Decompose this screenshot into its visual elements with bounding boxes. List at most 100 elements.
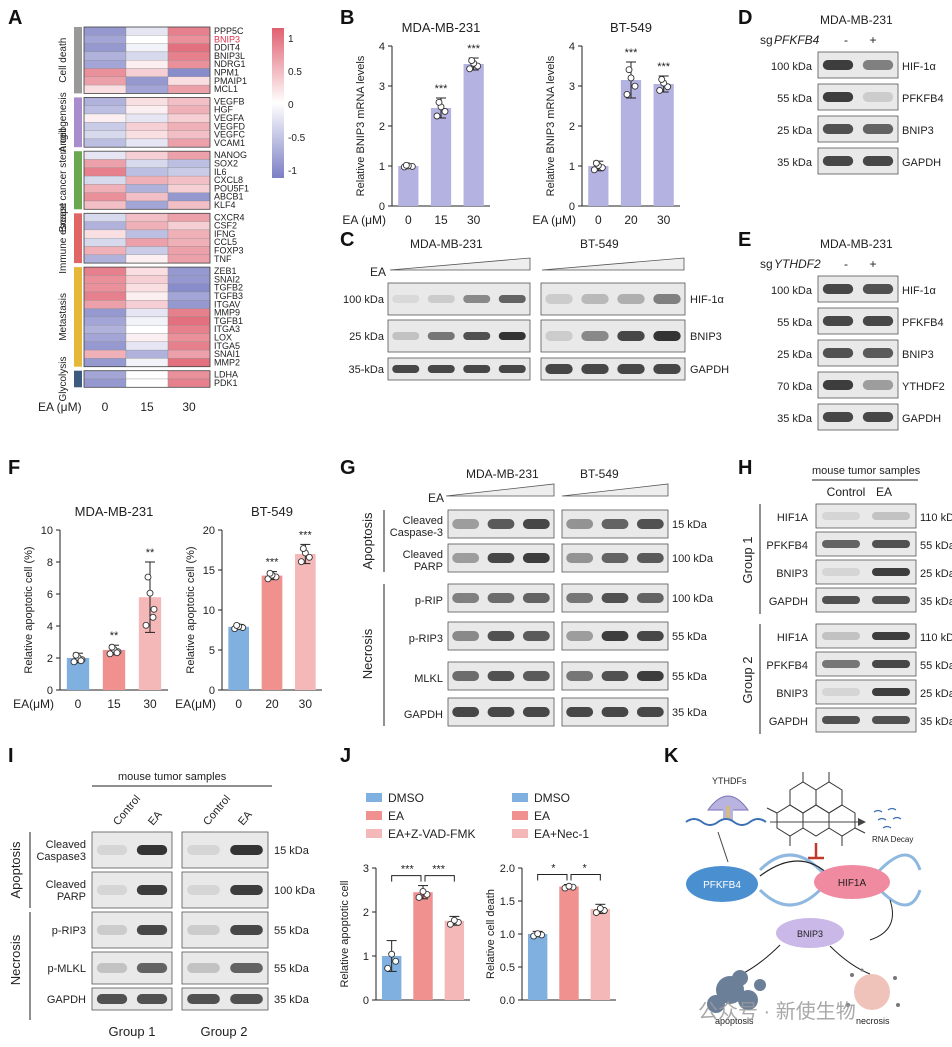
significance-label: ** [110, 630, 119, 642]
heatmap-cell [125, 175, 169, 185]
protein-label: Cleaved [403, 549, 443, 561]
heatmap-cell [125, 26, 169, 36]
blot-band [872, 688, 910, 696]
heatmap-cell [125, 76, 169, 86]
heatmap-gene-label: FOXP3 [214, 246, 244, 256]
protein-label: PFKFB4 [902, 93, 944, 105]
legend-swatch [512, 811, 528, 820]
apoptosis-mda-chart: 0 2 4 6 8 10 MDA-MB-231 Relative apoptotic cell… [13, 504, 168, 711]
cell-line-label: MDA-MB-231 [466, 467, 539, 481]
blot-band [566, 671, 594, 681]
heatmap-cell [125, 138, 169, 148]
dose-triangle [561, 483, 669, 497]
bnip3-apoptosis-arrow [739, 944, 781, 976]
blot-band [822, 60, 854, 70]
blot-band [230, 994, 263, 1004]
blot-band [452, 553, 480, 563]
data-point [623, 90, 631, 98]
heatmap-cell [83, 175, 127, 185]
blot-strip [387, 357, 531, 381]
sg-gene-label: YTHDF2 [774, 257, 821, 271]
heatmap-gene-label: PMAIP1 [214, 76, 247, 86]
heatmap-cell [167, 213, 211, 222]
apoptosis-cell-icon [707, 970, 766, 1013]
heatmap-gene-label: MMP9 [214, 308, 240, 318]
blot-band [822, 632, 860, 640]
protein-label: GAPDH [902, 157, 941, 169]
blot-band [392, 365, 420, 373]
heatmap-cell [167, 184, 211, 193]
chart-title: BT-549 [610, 20, 652, 35]
ythdfs-label: YTHDFs [712, 776, 747, 786]
data-point [435, 98, 443, 106]
y-tick-label: 0.0 [500, 995, 515, 1007]
blot-band [636, 519, 664, 529]
blot-band [566, 707, 594, 717]
protein-label: BNIP3 [690, 331, 722, 343]
heatmap-cell [167, 167, 211, 177]
blot-band [636, 593, 664, 603]
y-tick-label: 2 [379, 121, 385, 133]
heatmap-legend-tick: -1 [288, 166, 297, 177]
legend-swatch [366, 793, 382, 802]
kda-label: 25 kDa [920, 688, 952, 700]
blot-band [452, 707, 480, 717]
sig-bracket [570, 874, 601, 881]
blot-band [822, 348, 854, 358]
blot-band [872, 632, 910, 640]
y-tick-label: 2 [363, 907, 369, 919]
heatmap-cell [125, 358, 169, 367]
kda-label: 100 kDa [771, 61, 813, 73]
x-tick-label: 30 [467, 213, 481, 227]
data-point [565, 882, 573, 890]
heatmap-group-bar [74, 267, 82, 367]
hif1a-node-label: HIF1A [838, 878, 867, 889]
cell-line-label: BT-549 [580, 467, 619, 481]
heatmap-cell [125, 283, 169, 293]
heatmap-cell [83, 283, 127, 293]
protein-label: PFKFB4 [766, 540, 808, 552]
heatmap-gene-label: CCL5 [214, 237, 237, 247]
heatmap-cell [83, 60, 127, 69]
x-tick-label: 30 [657, 213, 671, 227]
blot-band [822, 156, 854, 166]
kda-label: 110 kDa [920, 632, 952, 644]
kda-label: 25 kDa [777, 125, 813, 137]
heatmap-gene-label: ZEB1 [214, 266, 237, 276]
heatmap-gene-label: CXCR4 [214, 212, 245, 222]
bar [398, 166, 419, 206]
protein-label: HIF-1α [690, 294, 725, 306]
y-tick-label: 8 [47, 557, 53, 569]
blot-band [487, 519, 515, 529]
x-axis-label: EA (μM) [342, 213, 386, 227]
heatmap-cell [83, 130, 127, 140]
blot-band [136, 885, 168, 895]
blot-band [392, 295, 420, 303]
blot-band [581, 294, 609, 304]
heatmap-cell [167, 246, 211, 255]
heatmap-gene-label: BNIP3L [214, 51, 245, 61]
heatmap-group-frame [83, 266, 211, 368]
bar [261, 575, 283, 690]
y-tick-label: 3 [363, 863, 369, 875]
hif-bnip3-arrow [869, 899, 893, 941]
heatmap-gene-label: TGFB2 [214, 283, 243, 293]
protein-label: BNIP3 [776, 688, 808, 700]
blot-band [463, 365, 491, 373]
heatmap-cell [125, 341, 169, 351]
heatmap-cell [167, 266, 211, 276]
watermark: 公众号 · 新使生物 [698, 1000, 856, 1023]
heatmap-cell [167, 68, 211, 77]
blot-band [96, 885, 128, 895]
data-point [658, 75, 666, 83]
sg-gene-label: PFKFB4 [774, 33, 820, 47]
heatmap-group-bar [74, 151, 82, 210]
significance-label: *** [435, 83, 449, 95]
blot-band [522, 671, 550, 681]
blot-band [636, 671, 664, 681]
heatmap-cell [83, 316, 127, 326]
panel-label-c: C [340, 229, 354, 251]
bar [430, 108, 452, 206]
y-tick-label: 2 [569, 121, 575, 133]
y-tick-label: 0.5 [500, 962, 515, 974]
